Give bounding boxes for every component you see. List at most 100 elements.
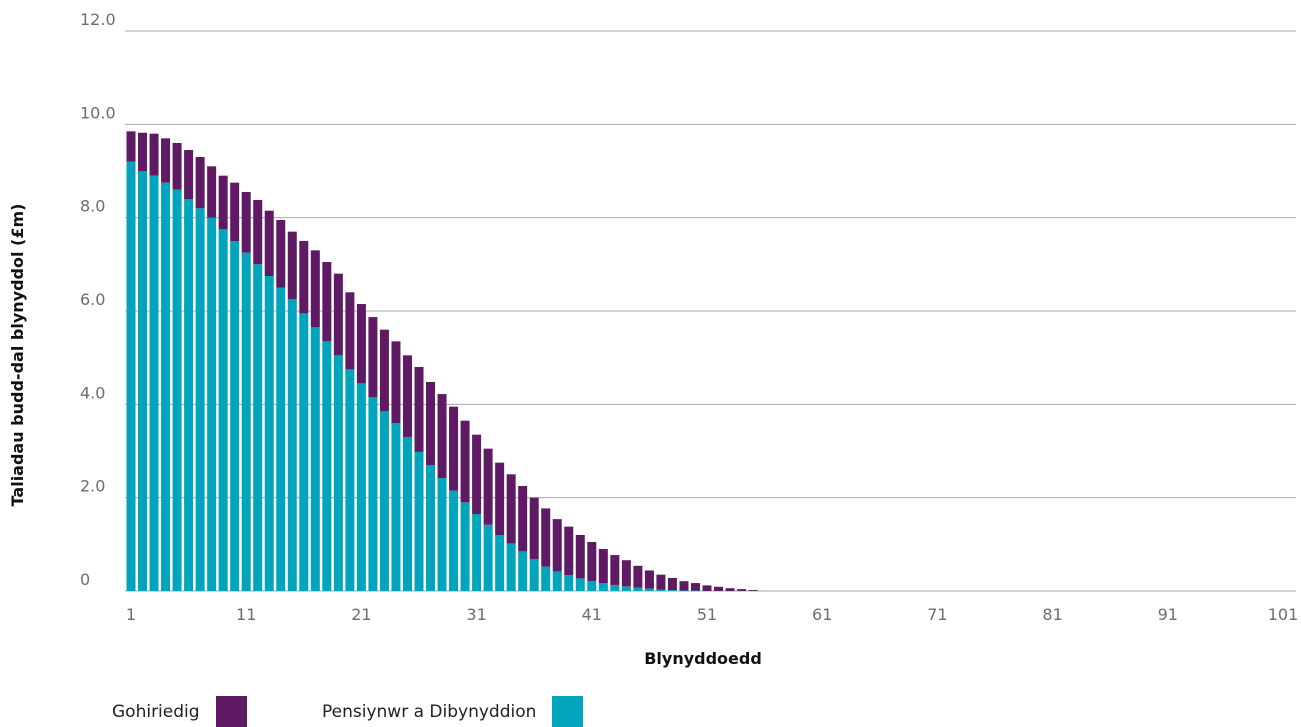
bar-gohiriedig-10 bbox=[230, 182, 240, 241]
bar-pensiynwr-5 bbox=[172, 189, 182, 591]
bar-pensiynwr-47 bbox=[656, 589, 666, 591]
bar-gohiriedig-50 bbox=[690, 583, 700, 591]
bar-gohiriedig-32 bbox=[483, 448, 493, 525]
bar-pensiynwr-45 bbox=[633, 587, 643, 591]
bar-gohiriedig-21 bbox=[356, 304, 366, 384]
x-tick-label-8: 81 bbox=[1042, 605, 1062, 624]
x-tick-label-3: 31 bbox=[466, 605, 486, 624]
x-tick-label-5: 51 bbox=[697, 605, 717, 624]
bar-gohiriedig-45 bbox=[633, 565, 643, 588]
x-tick-label-7: 71 bbox=[927, 605, 947, 624]
bar-gohiriedig-17 bbox=[310, 250, 320, 328]
bar-gohiriedig-9 bbox=[218, 175, 228, 230]
bar-pensiynwr-22 bbox=[368, 397, 378, 591]
bar-pensiynwr-34 bbox=[506, 543, 516, 591]
bar-gohiriedig-35 bbox=[518, 486, 528, 552]
bar-pensiynwr-41 bbox=[587, 581, 597, 591]
bar-gohiriedig-31 bbox=[472, 434, 482, 514]
bar-gohiriedig-6 bbox=[184, 150, 194, 199]
bar-gohiriedig-39 bbox=[564, 526, 574, 576]
bar-gohiriedig-20 bbox=[345, 292, 355, 370]
bar-pensiynwr-20 bbox=[345, 369, 355, 591]
bar-pensiynwr-7 bbox=[195, 208, 205, 592]
bar-gohiriedig-38 bbox=[552, 519, 562, 572]
y-tick-label-4: 8.0 bbox=[80, 197, 105, 216]
legend-item-gohiriedig: Gohiriedig bbox=[112, 696, 247, 727]
bar-gohiriedig-13 bbox=[264, 210, 274, 276]
bar-pensiynwr-33 bbox=[495, 535, 505, 591]
bar-gohiriedig-11 bbox=[241, 192, 251, 253]
x-tick-label-2: 21 bbox=[351, 605, 371, 624]
bar-gohiriedig-42 bbox=[598, 549, 608, 584]
bar-gohiriedig-15 bbox=[287, 231, 297, 300]
bar-gohiriedig-29 bbox=[449, 406, 459, 491]
bar-pensiynwr-30 bbox=[460, 502, 470, 591]
bar-pensiynwr-27 bbox=[426, 465, 436, 591]
bar-pensiynwr-1 bbox=[126, 161, 136, 591]
x-tick-label-9: 91 bbox=[1158, 605, 1178, 624]
bar-pensiynwr-48 bbox=[667, 590, 677, 591]
bar-gohiriedig-7 bbox=[195, 157, 205, 209]
bar-pensiynwr-14 bbox=[276, 287, 286, 591]
bar-pensiynwr-17 bbox=[310, 327, 320, 591]
bar-pensiynwr-19 bbox=[333, 355, 343, 591]
bar-pensiynwr-4 bbox=[161, 182, 171, 591]
legend-label-pensiynwr: Pensiynwr a Dibynyddion bbox=[322, 701, 537, 722]
x-tick-label-4: 41 bbox=[582, 605, 602, 624]
bar-gohiriedig-55 bbox=[748, 590, 758, 591]
bar-pensiynwr-2 bbox=[138, 171, 148, 591]
chart-canvas: 02.04.06.08.010.012.01 11 21 31 41 51 61 71 81 91… bbox=[8, 10, 1299, 668]
bar-gohiriedig-22 bbox=[368, 317, 378, 398]
bar-pensiynwr-23 bbox=[379, 411, 389, 591]
bar-gohiriedig-40 bbox=[575, 535, 585, 579]
bar-gohiriedig-2 bbox=[138, 132, 148, 171]
bar-gohiriedig-52 bbox=[714, 586, 724, 591]
y-tick-label-0: 0 bbox=[80, 570, 90, 589]
bar-pensiynwr-26 bbox=[414, 451, 424, 591]
bar-gohiriedig-8 bbox=[207, 166, 217, 218]
bar-gohiriedig-43 bbox=[610, 555, 620, 585]
x-axis-title: Blynyddoedd bbox=[644, 649, 762, 668]
bar-pensiynwr-3 bbox=[149, 175, 159, 591]
x-tick-label-0: 1 bbox=[126, 605, 136, 624]
y-tick-label-5: 10.0 bbox=[80, 103, 116, 122]
legend-label-gohiriedig: Gohiriedig bbox=[112, 701, 200, 722]
bar-gohiriedig-30 bbox=[460, 420, 470, 503]
bar-pensiynwr-36 bbox=[529, 559, 539, 591]
bar-pensiynwr-42 bbox=[598, 583, 608, 591]
bar-pensiynwr-6 bbox=[184, 199, 194, 591]
bar-pensiynwr-29 bbox=[449, 490, 459, 591]
x-tick-label-1: 11 bbox=[236, 605, 256, 624]
bar-pensiynwr-32 bbox=[483, 524, 493, 591]
chart-legend: Gohiriedig Pensiynwr a Dibynyddion bbox=[0, 696, 1301, 727]
bar-pensiynwr-12 bbox=[253, 264, 263, 591]
bar-gohiriedig-3 bbox=[149, 133, 159, 176]
bar-gohiriedig-48 bbox=[667, 577, 677, 591]
bar-gohiriedig-1 bbox=[126, 131, 136, 162]
legend-swatch-gohiriedig bbox=[215, 696, 247, 727]
x-tick-label-10: 101 bbox=[1268, 605, 1299, 624]
x-tick-label-6: 61 bbox=[812, 605, 832, 624]
legend-swatch-pensiynwr bbox=[552, 696, 584, 727]
y-tick-label-6: 12.0 bbox=[80, 10, 116, 29]
bar-pensiynwr-43 bbox=[610, 584, 620, 591]
y-tick-label-2: 4.0 bbox=[80, 383, 105, 402]
bar-gohiriedig-54 bbox=[737, 589, 747, 591]
bar-pensiynwr-11 bbox=[241, 252, 251, 591]
bar-pensiynwr-9 bbox=[218, 229, 228, 592]
bar-gohiriedig-49 bbox=[679, 581, 689, 591]
bar-gohiriedig-26 bbox=[414, 367, 424, 452]
bar-pensiynwr-37 bbox=[541, 566, 551, 591]
bar-gohiriedig-27 bbox=[426, 381, 436, 465]
bar-gohiriedig-12 bbox=[253, 199, 263, 265]
bar-gohiriedig-19 bbox=[333, 273, 343, 356]
bar-pensiynwr-18 bbox=[322, 341, 332, 591]
bar-pensiynwr-44 bbox=[621, 586, 631, 591]
bar-pensiynwr-16 bbox=[299, 313, 309, 591]
bar-pensiynwr-39 bbox=[564, 575, 574, 591]
y-tick-label-3: 6.0 bbox=[80, 290, 105, 309]
bar-pensiynwr-10 bbox=[230, 241, 240, 591]
bar-gohiriedig-46 bbox=[644, 570, 654, 589]
bar-pensiynwr-31 bbox=[472, 514, 482, 591]
